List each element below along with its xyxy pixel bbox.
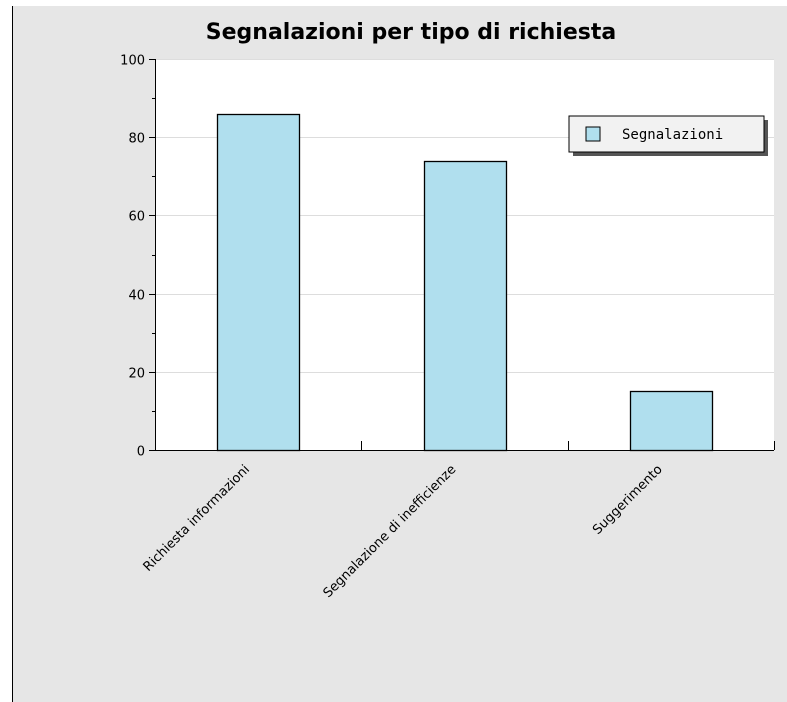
legend-box: [568, 115, 765, 153]
y-axis-ticks: 0 20 40 60 80 100: [120, 54, 155, 460]
axes: [155, 59, 774, 451]
bar: [216, 113, 301, 452]
y-tick-label: 40: [128, 289, 145, 304]
y-tick-label: 100: [120, 54, 145, 69]
legend: Segnalazioni: [568, 115, 768, 156]
bar: [629, 390, 714, 452]
y-tick-label: 80: [128, 132, 145, 147]
y-tick-label: 60: [128, 210, 145, 225]
bars: [216, 113, 714, 452]
y-tick-label: 0: [137, 445, 145, 460]
legend-swatch: [585, 126, 601, 142]
bar: [423, 160, 508, 452]
legend-label: Segnalazioni: [622, 127, 723, 143]
chart-title: Segnalazioni per tipo di richiesta: [206, 20, 616, 45]
y-tick-label: 20: [128, 367, 145, 382]
